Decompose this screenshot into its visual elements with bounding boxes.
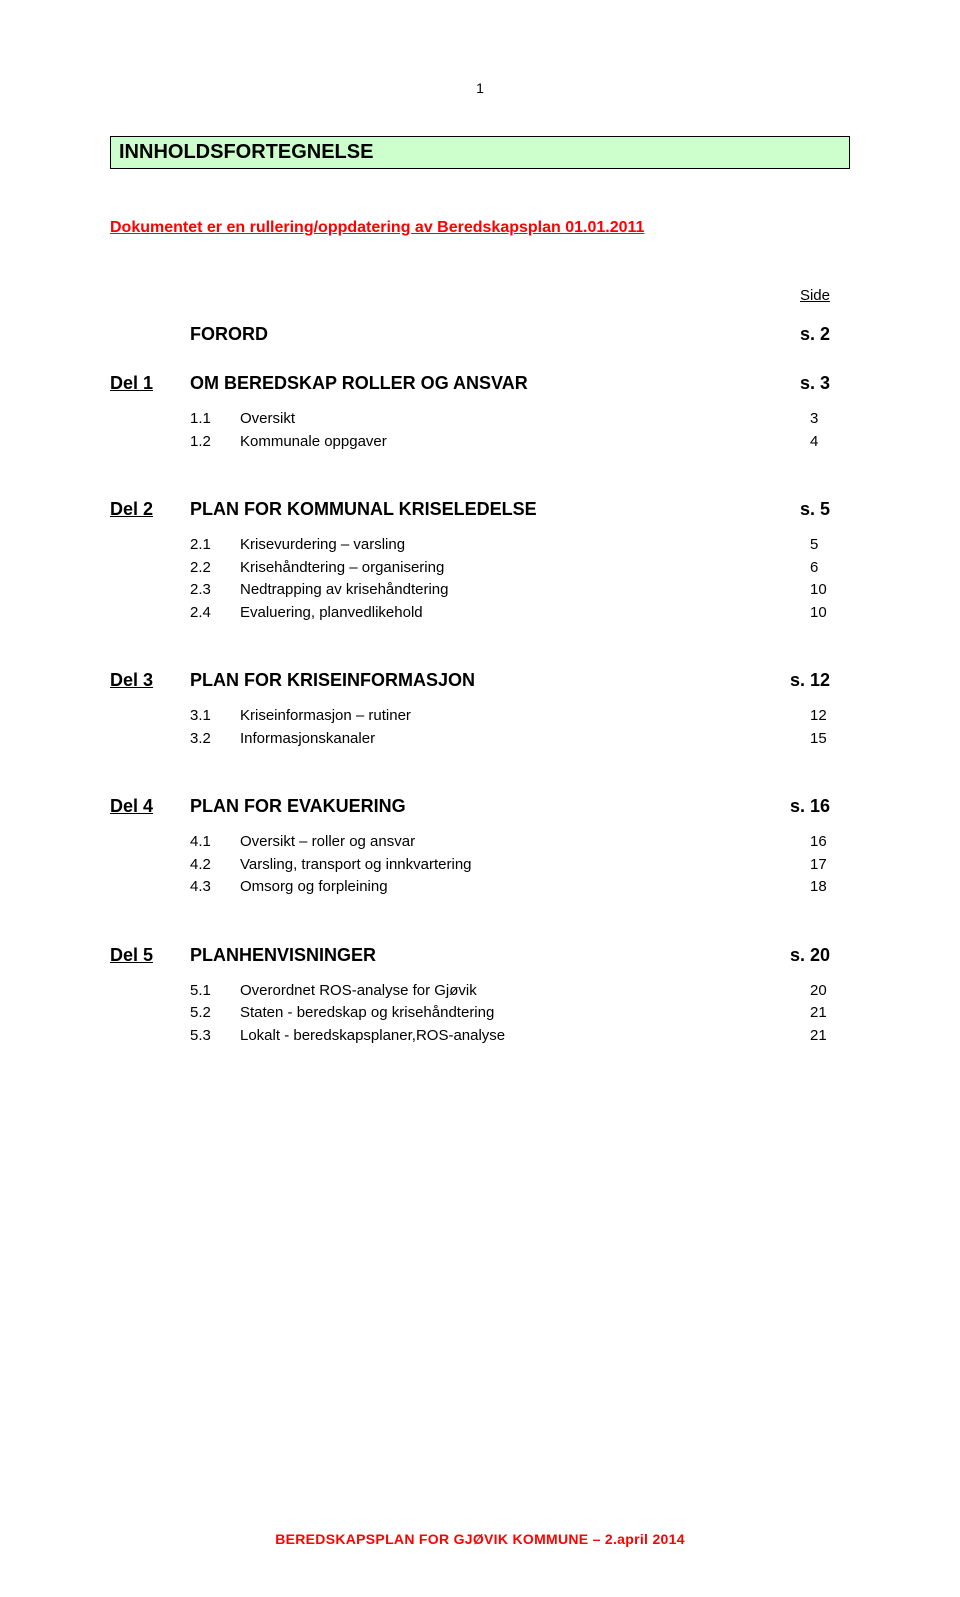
toc-item-number: 4.1 xyxy=(190,831,240,854)
toc-item: 4.3 Omsorg og forpleining 18 xyxy=(190,876,850,899)
title-box: INNHOLDSFORTEGNELSE xyxy=(110,136,850,169)
section-page: s. 20 xyxy=(790,945,850,966)
toc-item-page: 15 xyxy=(810,728,850,751)
section-row: Del 1 OM BEREDSKAP ROLLER OG ANSVAR s. 3 xyxy=(110,373,850,394)
section-page: s. 5 xyxy=(800,499,850,520)
section-row: Del 5 PLANHENVISNINGER s. 20 xyxy=(110,945,850,966)
section-subitems: 1.1 Oversikt 3 1.2 Kommunale oppgaver 4 xyxy=(190,408,850,453)
section-del-label: Del 3 xyxy=(110,670,190,691)
section-subitems: 3.1 Kriseinformasjon – rutiner 12 3.2 In… xyxy=(190,705,850,750)
document-title: INNHOLDSFORTEGNELSE xyxy=(119,141,841,164)
document-page: 1 INNHOLDSFORTEGNELSE Dokumentet er en r… xyxy=(0,0,960,1597)
toc-item-number: 5.1 xyxy=(190,980,240,1003)
section-row: Del 3 PLAN FOR KRISEINFORMASJON s. 12 xyxy=(110,670,850,691)
toc-item: 2.2 Krisehåndtering – organisering 6 xyxy=(190,557,850,580)
toc-item: 1.2 Kommunale oppgaver 4 xyxy=(190,431,850,454)
toc-item-page: 21 xyxy=(810,1025,850,1048)
toc-item-text: Krisevurdering – varsling xyxy=(240,534,810,557)
section-del-label: Del 4 xyxy=(110,796,190,817)
toc-item-text: Varsling, transport og innkvartering xyxy=(240,854,810,877)
toc-item-number: 2.4 xyxy=(190,602,240,625)
toc-item: 2.3 Nedtrapping av krisehåndtering 10 xyxy=(190,579,850,602)
toc-item: 4.2 Varsling, transport og innkvartering… xyxy=(190,854,850,877)
toc-item: 5.2 Staten - beredskap og krisehåndterin… xyxy=(190,1002,850,1025)
toc-item-number: 4.3 xyxy=(190,876,240,899)
section-title: PLAN FOR KRISEINFORMASJON xyxy=(190,670,475,691)
toc-item-text: Oversikt – roller og ansvar xyxy=(240,831,810,854)
toc-item-number: 5.3 xyxy=(190,1025,240,1048)
toc-item-number: 1.2 xyxy=(190,431,240,454)
side-column-header: Side xyxy=(110,287,850,304)
page-number: 1 xyxy=(110,80,850,96)
toc-item: 3.2 Informasjonskanaler 15 xyxy=(190,728,850,751)
toc-item-page: 12 xyxy=(810,705,850,728)
section-title: PLAN FOR EVAKUERING xyxy=(190,796,406,817)
section-row: Del 2 PLAN FOR KOMMUNAL KRISELEDELSE s. … xyxy=(110,499,850,520)
page-footer: BEREDSKAPSPLAN FOR GJØVIK KOMMUNE – 2.ap… xyxy=(0,1531,960,1547)
section-subitems: 4.1 Oversikt – roller og ansvar 16 4.2 V… xyxy=(190,831,850,899)
toc-item-page: 21 xyxy=(810,1002,850,1025)
toc-item-text: Nedtrapping av krisehåndtering xyxy=(240,579,810,602)
toc-item-page: 17 xyxy=(810,854,850,877)
toc-item-page: 4 xyxy=(810,431,850,454)
toc-item-text: Lokalt - beredskapsplaner,ROS-analyse xyxy=(240,1025,810,1048)
section-title: OM BEREDSKAP ROLLER OG ANSVAR xyxy=(190,373,528,394)
toc-item-page: 5 xyxy=(810,534,850,557)
toc-item-text: Evaluering, planvedlikehold xyxy=(240,602,810,625)
toc-item-number: 4.2 xyxy=(190,854,240,877)
section-title: PLANHENVISNINGER xyxy=(190,945,376,966)
section-del-label: Del 5 xyxy=(110,945,190,966)
section-title: PLAN FOR KOMMUNAL KRISELEDELSE xyxy=(190,499,537,520)
section-row: Del 4 PLAN FOR EVAKUERING s. 16 xyxy=(110,796,850,817)
toc-item-page: 10 xyxy=(810,602,850,625)
forord-row: FORORD s. 2 xyxy=(110,324,850,345)
toc-item-number: 2.2 xyxy=(190,557,240,580)
toc-item: 5.3 Lokalt - beredskapsplaner,ROS-analys… xyxy=(190,1025,850,1048)
section-subitems: 5.1 Overordnet ROS-analyse for Gjøvik 20… xyxy=(190,980,850,1048)
section-del-label: Del 2 xyxy=(110,499,190,520)
toc-item-number: 3.1 xyxy=(190,705,240,728)
toc-item-text: Kommunale oppgaver xyxy=(240,431,810,454)
section-subitems: 2.1 Krisevurdering – varsling 5 2.2 Kris… xyxy=(190,534,850,624)
toc-item-number: 5.2 xyxy=(190,1002,240,1025)
forord-title: FORORD xyxy=(190,324,268,345)
toc-item-number: 1.1 xyxy=(190,408,240,431)
toc-item-page: 10 xyxy=(810,579,850,602)
toc-item-number: 2.1 xyxy=(190,534,240,557)
toc-item-page: 16 xyxy=(810,831,850,854)
toc-item-text: Omsorg og forpleining xyxy=(240,876,810,899)
section-page: s. 12 xyxy=(790,670,850,691)
toc-item: 3.1 Kriseinformasjon – rutiner 12 xyxy=(190,705,850,728)
toc-item-text: Krisehåndtering – organisering xyxy=(240,557,810,580)
toc-item-text: Overordnet ROS-analyse for Gjøvik xyxy=(240,980,810,1003)
section-page: s. 3 xyxy=(800,373,850,394)
toc-item-page: 18 xyxy=(810,876,850,899)
toc-item: 1.1 Oversikt 3 xyxy=(190,408,850,431)
toc-item-page: 6 xyxy=(810,557,850,580)
toc-item-text: Oversikt xyxy=(240,408,810,431)
section-page: s. 16 xyxy=(790,796,850,817)
document-subtitle: Dokumentet er en rullering/oppdatering a… xyxy=(110,219,850,237)
toc-item-text: Staten - beredskap og krisehåndtering xyxy=(240,1002,810,1025)
toc-item: 5.1 Overordnet ROS-analyse for Gjøvik 20 xyxy=(190,980,850,1003)
forord-page: s. 2 xyxy=(800,324,850,345)
toc-item-text: Informasjonskanaler xyxy=(240,728,810,751)
toc-item-page: 20 xyxy=(810,980,850,1003)
toc-item-number: 3.2 xyxy=(190,728,240,751)
toc-item-text: Kriseinformasjon – rutiner xyxy=(240,705,810,728)
toc-item: 2.1 Krisevurdering – varsling 5 xyxy=(190,534,850,557)
toc-item: 4.1 Oversikt – roller og ansvar 16 xyxy=(190,831,850,854)
toc-item-number: 2.3 xyxy=(190,579,240,602)
section-del-label: Del 1 xyxy=(110,373,190,394)
toc-item-page: 3 xyxy=(810,408,850,431)
toc-item: 2.4 Evaluering, planvedlikehold 10 xyxy=(190,602,850,625)
